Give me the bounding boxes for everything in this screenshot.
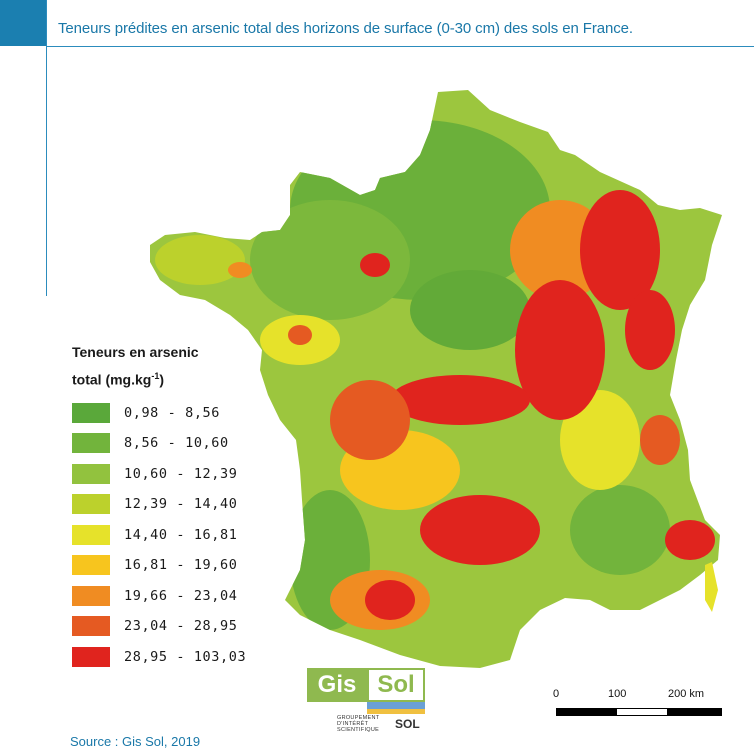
corsica-hint [705,562,718,612]
legend-swatch [72,616,110,637]
legend-label: 23,04 - 28,95 [124,618,238,635]
legend-title-sup: -1 [151,371,160,381]
legend-swatch [72,555,110,576]
scale-labels: 0 100 200 km [553,688,722,702]
gis-sol-logo: Gis Sol GROUPEMENT D'INTÉRÊT SCIENTIFIQU… [307,668,425,733]
legend-swatch [72,494,110,515]
legend-swatch [72,524,110,545]
logo-strip-blue [367,702,425,709]
legend-item: 8,56 - 10,60 [72,428,272,459]
frame-vertical-rule [46,0,47,296]
legend-item: 0,98 - 8,56 [72,398,272,429]
legend-item: 19,66 - 23,04 [72,581,272,612]
legend-label: 0,98 - 8,56 [124,404,221,421]
logo-sol: Sol [367,668,425,702]
legend-title: Teneurs en arsenic total (mg.kg-1) [72,340,272,392]
legend-swatch [72,433,110,454]
legend-title-unit: total (mg.kg [72,371,152,388]
scale-label-0: 0 [553,688,560,700]
scale-bar: 0 100 200 km [553,688,722,716]
logo-subtitle-sol: SOL [395,717,420,731]
legend-item: 16,81 - 19,60 [72,550,272,581]
legend-items: 0,98 - 8,56 8,56 - 10,60 10,60 - 12,39 12,3… [72,398,272,673]
legend-label: 28,95 - 103,03 [124,648,247,665]
legend-item: 23,04 - 28,95 [72,611,272,642]
legend-item: 28,95 - 103,03 [72,642,272,673]
scale-graphic [556,708,722,716]
logo-strip-yellow [367,709,425,714]
legend-label: 10,60 - 12,39 [124,465,238,482]
legend-label: 8,56 - 10,60 [124,435,229,452]
concentration-zones [155,120,715,630]
scale-label-200: 200 km [668,688,705,700]
header-accent-block [0,0,46,46]
legend-swatch [72,463,110,484]
legend-swatch [72,402,110,423]
scale-label-100: 100 [608,688,627,700]
legend-label: 19,66 - 23,04 [124,587,238,604]
legend-label: 12,39 - 14,40 [124,496,238,513]
legend-item: 10,60 - 12,39 [72,459,272,490]
legend-item: 14,40 - 16,81 [72,520,272,551]
header-frame [0,0,754,48]
legend-title-close: ) [159,371,165,388]
logo-subtitle: GROUPEMENT D'INTÉRÊT SCIENTIFIQUE [337,715,380,733]
scale-seg-2 [667,709,721,715]
legend-label: 16,81 - 19,60 [124,557,238,574]
source-credit: Source : Gis Sol, 2019 [70,734,201,749]
legend-item: 12,39 - 14,40 [72,489,272,520]
header-rule [46,46,754,47]
scale-seg-1 [557,709,617,715]
page-title: Teneurs prédites en arsenic total des ho… [58,20,633,37]
map-legend: Teneurs en arsenic total (mg.kg-1) 0,98 … [72,340,272,672]
legend-title-line1: Teneurs en arsenic [72,344,199,360]
legend-label: 14,40 - 16,81 [124,526,238,543]
legend-swatch [72,585,110,606]
logo-gis: Gis [307,668,367,702]
legend-swatch [72,646,110,667]
legend-title-line2: total (mg.kg-1) [72,364,272,392]
